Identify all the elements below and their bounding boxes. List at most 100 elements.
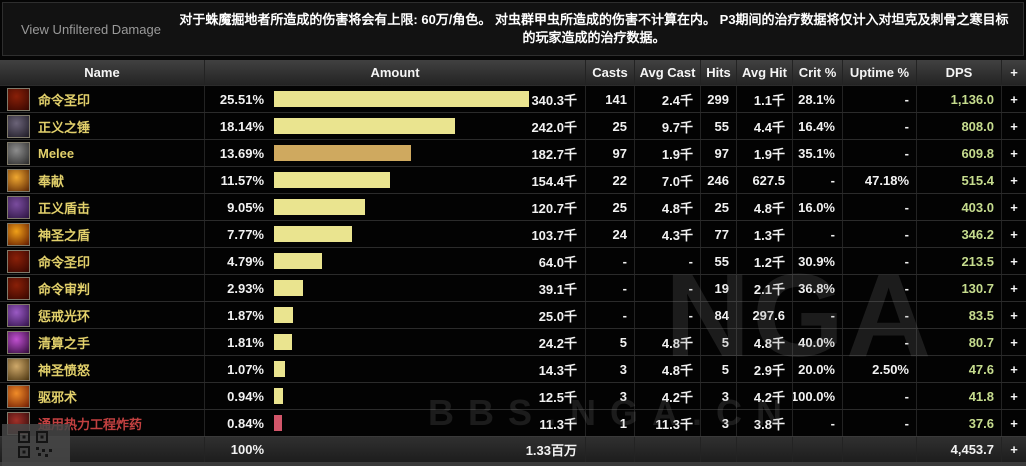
casts-value: 24 xyxy=(586,221,635,247)
avg-cast-value: 4.2千 xyxy=(635,383,701,409)
total-amount: 1.33百万 xyxy=(525,443,577,458)
table-row[interactable]: 神圣愤怒 1.07% 14.3千 3 4.8千 5 2.9千 20.0% 2.50% 47.6 + xyxy=(0,355,1026,382)
spell-name-cell: 命令圣印 xyxy=(0,86,205,112)
column-header-dps[interactable]: DPS xyxy=(917,60,1002,85)
spell-name[interactable]: 奉献 xyxy=(38,173,65,189)
spell-name[interactable]: 惩戒光环 xyxy=(38,308,91,324)
column-header-amount[interactable]: Amount xyxy=(205,60,586,85)
spell-name[interactable]: 正义盾击 xyxy=(38,200,91,216)
column-header-avg-cast[interactable]: Avg Cast xyxy=(635,60,701,85)
damage-bar xyxy=(274,388,284,404)
table-row[interactable]: 正义之锤 18.14% 242.0千 25 9.7千 55 4.4千 16.4% -808.0 + xyxy=(0,112,1026,139)
spell-name[interactable]: 命令圣印 xyxy=(38,92,91,108)
avg-hit-value: 4.8千 xyxy=(737,329,793,355)
avg-cast-value: 11.3千 xyxy=(635,410,701,436)
melee-icon xyxy=(7,141,30,165)
column-header-+[interactable]: + xyxy=(1010,65,1018,80)
casts-value: 3 xyxy=(586,383,635,409)
spell-name[interactable]: Melee xyxy=(38,145,75,161)
column-header-crit[interactable]: Crit % xyxy=(793,60,843,85)
shield-of-righteousness-icon xyxy=(7,195,30,219)
expand-button[interactable]: + xyxy=(1010,226,1018,242)
expand-button[interactable]: + xyxy=(1010,361,1018,377)
expand-button[interactable]: + xyxy=(1010,91,1018,107)
table-row[interactable]: 神圣之盾 7.77% 103.7千 24 4.3千 77 1.3千 - -346.2 + xyxy=(0,220,1026,247)
column-header-casts[interactable]: Casts xyxy=(586,60,635,85)
table-row[interactable]: 命令审判 2.93% 39.1千 - -19 2.1千 36.8% -130.7 + xyxy=(0,274,1026,301)
spell-name-cell: 正义之锤 xyxy=(0,113,205,139)
amount-cell: 1.87% 25.0千 xyxy=(205,302,586,328)
avg-hit-value: 1.9千 xyxy=(737,140,793,166)
spell-name[interactable]: 神圣之盾 xyxy=(38,227,91,243)
damage-percent: 9.05% xyxy=(227,199,264,215)
table-row[interactable]: 清算之手 1.81% 24.2千 5 4.8千 5 4.8千 40.0% -80.7 + xyxy=(0,328,1026,355)
hits-value: 3 xyxy=(701,410,737,436)
spell-name[interactable]: 正义之锤 xyxy=(38,119,91,135)
expand-button[interactable]: + xyxy=(1010,280,1018,296)
crit-value: 35.1% xyxy=(793,140,843,166)
footer-expand-button[interactable]: + xyxy=(1010,442,1018,457)
damage-bar xyxy=(274,172,390,188)
expand-button[interactable]: + xyxy=(1010,388,1018,404)
spell-name[interactable]: 命令审判 xyxy=(38,281,91,297)
damage-bar xyxy=(274,361,285,377)
table-row[interactable]: 命令圣印 25.51% 340.3千 141 2.4千 299 1.1千 28.1% -1,13… xyxy=(0,85,1026,112)
view-unfiltered-damage-link[interactable]: View Unfiltered Damage xyxy=(21,21,161,37)
avg-cast-value: 4.8千 xyxy=(635,356,701,382)
damage-percent: 1.81% xyxy=(227,334,264,350)
expand-button[interactable]: + xyxy=(1010,145,1018,161)
amount-cell: 1.07% 14.3千 xyxy=(205,356,586,382)
footer-crit-cell xyxy=(793,437,843,462)
expand-button[interactable]: + xyxy=(1010,253,1018,269)
uptime-value: - xyxy=(843,329,917,355)
footer-amount-cell: 100% 1.33百万 xyxy=(205,437,586,462)
expand-button[interactable]: + xyxy=(1010,118,1018,134)
spell-name[interactable]: 命令圣印 xyxy=(38,254,91,270)
table-body: 命令圣印 25.51% 340.3千 141 2.4千 299 1.1千 28.1% -1,13… xyxy=(0,85,1026,436)
bottom-border-strip xyxy=(0,462,1026,466)
amount-cell: 0.94% 12.5千 xyxy=(205,383,586,409)
column-header-hits[interactable]: Hits xyxy=(701,60,737,85)
footer-name-cell xyxy=(0,437,205,462)
hammer-of-wrath-icon xyxy=(7,114,30,138)
hits-value: 97 xyxy=(701,140,737,166)
spell-name-cell: 驱邪术 xyxy=(0,383,205,409)
table-footer-row: 100% 1.33百万 4,453.7 + xyxy=(0,436,1026,462)
damage-bar xyxy=(274,253,322,269)
avg-cast-value: 4.8千 xyxy=(635,194,701,220)
table-row[interactable]: 驱邪术 0.94% 12.5千 3 4.2千 3 4.2千 100.0% -41.8 + xyxy=(0,382,1026,409)
expand-button[interactable]: + xyxy=(1010,334,1018,350)
footer-avg-hit-cell xyxy=(737,437,793,462)
avg-cast-value: 1.9千 xyxy=(635,140,701,166)
column-header-name[interactable]: Name xyxy=(0,60,205,85)
expand-button[interactable]: + xyxy=(1010,172,1018,188)
avg-hit-value: 297.6 xyxy=(737,302,793,328)
column-header-avg-hit[interactable]: Avg Hit xyxy=(737,60,793,85)
table-row[interactable]: 奉献 11.57% 154.4千 22 7.0千 246 627.5-47.18% 515.4… xyxy=(0,166,1026,193)
avg-hit-value: 627.5 xyxy=(737,167,793,193)
column-header-uptime[interactable]: Uptime % xyxy=(843,60,917,85)
spell-name[interactable]: 神圣愤怒 xyxy=(38,362,91,378)
table-row[interactable]: 正义盾击 9.05% 120.7千 25 4.8千 25 4.8千 16.0% -403.0 + xyxy=(0,193,1026,220)
avg-hit-value: 3.8千 xyxy=(737,410,793,436)
uptime-value: - xyxy=(843,302,917,328)
expand-button[interactable]: + xyxy=(1010,199,1018,215)
table-row[interactable]: 命令圣印 4.79% 64.0千 - -55 1.2千 30.9% -213.5 + xyxy=(0,247,1026,274)
dps-value: 515.4 xyxy=(917,167,1002,193)
amount-cell: 9.05% 120.7千 xyxy=(205,194,586,220)
spell-name[interactable]: 清算之手 xyxy=(38,335,91,351)
crit-value: - xyxy=(793,167,843,193)
amount-value: 154.4千 xyxy=(531,173,577,189)
table-row[interactable]: 通用热力工程炸药 0.84% 11.3千 1 11.3千 3 3.8千 - -37.6 + xyxy=(0,409,1026,436)
dps-value: 47.6 xyxy=(917,356,1002,382)
expand-button[interactable]: + xyxy=(1010,415,1018,431)
expand-button[interactable]: + xyxy=(1010,307,1018,323)
dps-value: 41.8 xyxy=(917,383,1002,409)
spell-name-cell: 奉献 xyxy=(0,167,205,193)
spell-name-cell: 清算之手 xyxy=(0,329,205,355)
spell-name[interactable]: 驱邪术 xyxy=(38,389,78,405)
avg-hit-value: 1.3千 xyxy=(737,221,793,247)
table-row[interactable]: 惩戒光环 1.87% 25.0千 - -84 297.6- -83.5 + xyxy=(0,301,1026,328)
table-row[interactable]: Melee 13.69% 182.7千 97 1.9千 97 1.9千 35.1% -609.8… xyxy=(0,139,1026,166)
holy-wrath-icon xyxy=(7,357,30,381)
